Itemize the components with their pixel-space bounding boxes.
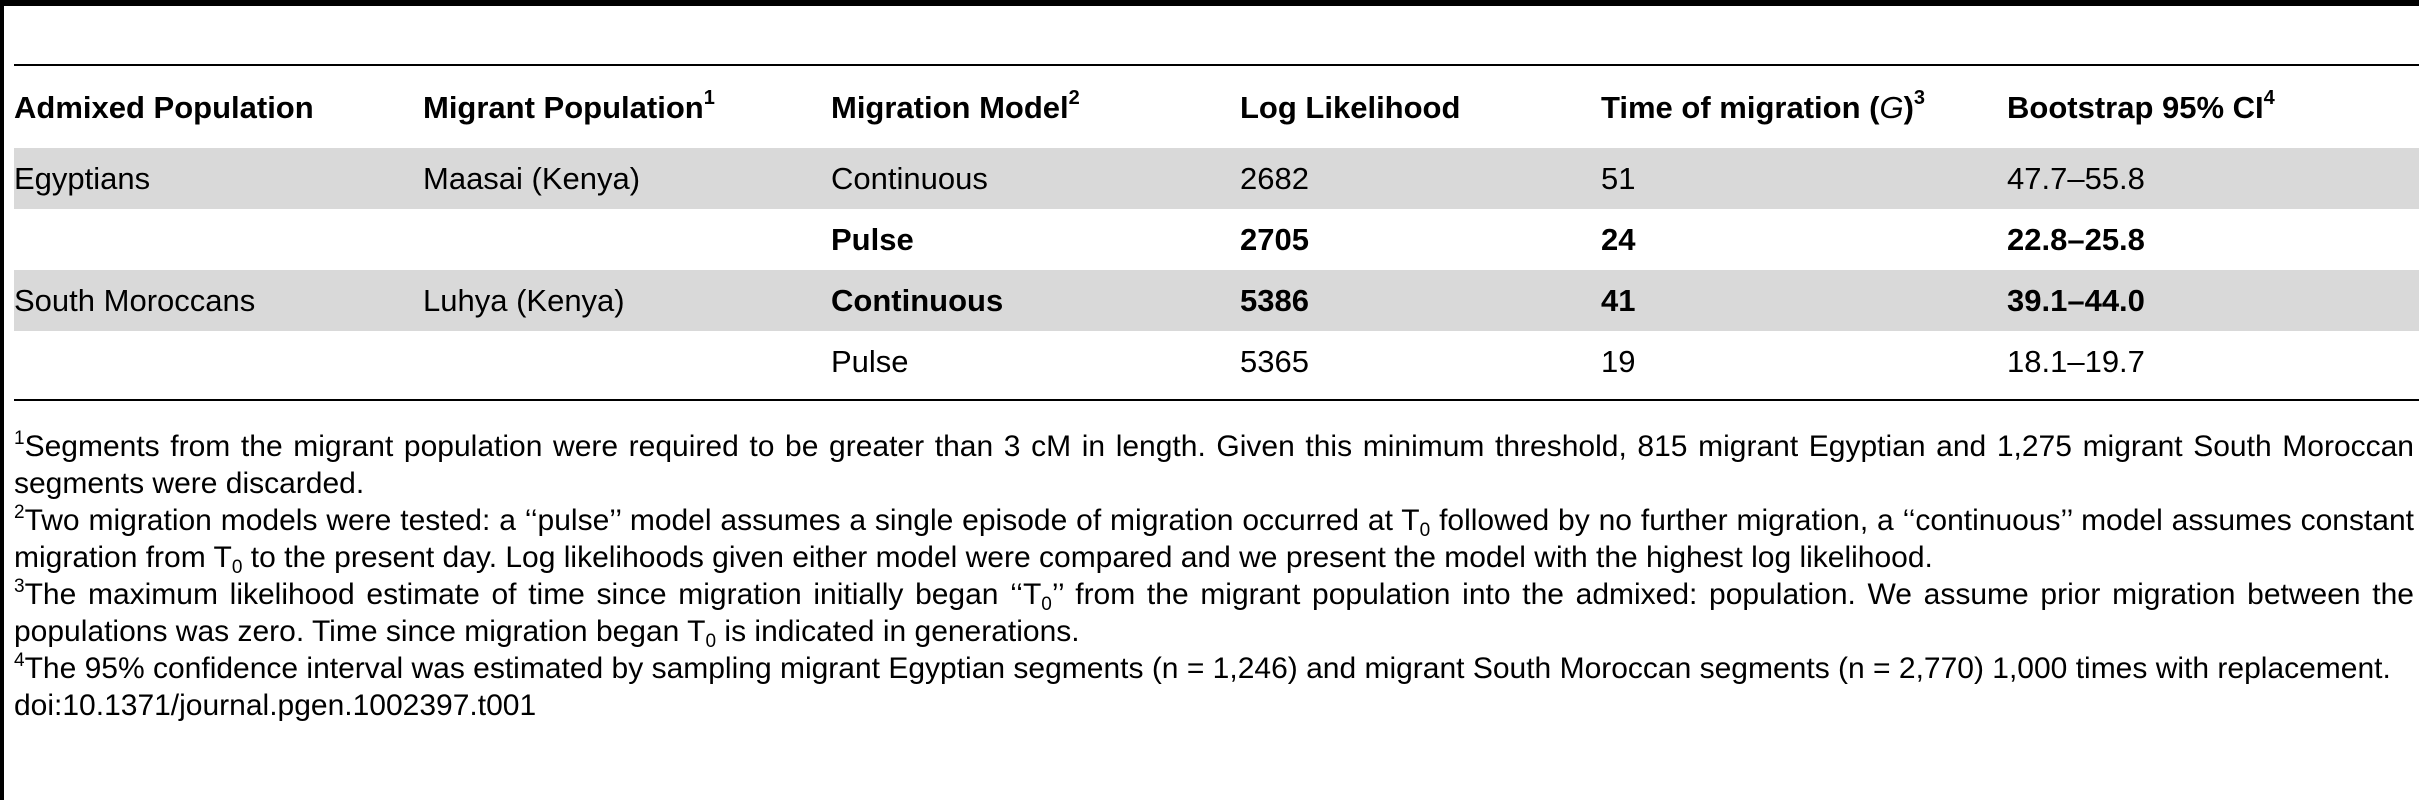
header-bootstrap-ci: Bootstrap 95% CI4 — [2007, 86, 2275, 125]
table-row: Egyptians Maasai (Kenya) Continuous 2682… — [14, 148, 2419, 209]
cell-model: Continuous — [831, 148, 1240, 209]
footnote-1: 1Segments from the migrant population we… — [14, 428, 2414, 502]
header-migrant-population: Migrant Population1 — [423, 86, 715, 125]
cell-log-likelihood: 2705 — [1240, 222, 1309, 257]
footnote-ref-3: 3 — [1913, 86, 1926, 109]
footnote-mark: 2 — [14, 502, 25, 523]
cell-migrant: Maasai (Kenya) — [423, 148, 831, 209]
cell-time: 24 — [1601, 222, 1636, 257]
cell-admixed — [14, 331, 423, 392]
cell-admixed — [14, 209, 423, 270]
cell-time: 41 — [1601, 270, 2007, 331]
cell-model: Pulse — [831, 222, 914, 257]
footnote-ref-4: 4 — [2263, 86, 2275, 109]
migration-table: Admixed Population Migrant Population1 M… — [14, 66, 2419, 392]
header-top-rule — [14, 64, 2419, 66]
cell-time: 19 — [1601, 344, 1636, 379]
top-rule — [0, 0, 2419, 6]
header-row: Admixed Population Migrant Population1 M… — [14, 66, 2419, 148]
table-row: South Moroccans Luhya (Kenya) Continuous… — [14, 270, 2419, 331]
cell-log-likelihood: 5386 — [1240, 270, 1601, 331]
footnote-ref-2: 2 — [1068, 86, 1080, 109]
table-row: Pulse 2705 24 22.8–25.8 — [14, 209, 2419, 270]
cell-time: 51 — [1601, 148, 2007, 209]
header-time-of-migration: Time of migration (G)3 — [1601, 86, 1926, 125]
footnote-ref-1: 1 — [703, 86, 715, 109]
footnotes: 1Segments from the migrant population we… — [14, 428, 2414, 724]
cell-migrant — [423, 209, 831, 270]
table-header: Admixed Population Migrant Population1 M… — [14, 66, 2419, 148]
header-log-likelihood: Log Likelihood — [1240, 89, 1461, 125]
footnote-mark: 1 — [14, 428, 25, 449]
cell-admixed: South Moroccans — [14, 270, 423, 331]
doi-link[interactable]: doi:10.1371/journal.pgen.1002397.t001 — [14, 689, 537, 722]
footnote-text: The 95% confidence interval was estimate… — [24, 652, 2391, 685]
footnote-mark: 4 — [14, 650, 25, 671]
header-admixed-population: Admixed Population — [14, 89, 314, 125]
cell-ci: 39.1–44.0 — [2007, 270, 2419, 331]
header-migration-model: Migration Model2 — [831, 86, 1080, 125]
footnote-3: 3The maximum likelihood estimate of time… — [14, 576, 2414, 652]
cell-ci: 18.1–19.7 — [2007, 344, 2145, 379]
cell-migrant — [423, 331, 831, 392]
table-body: Egyptians Maasai (Kenya) Continuous 2682… — [14, 148, 2419, 392]
cell-model: Continuous — [831, 270, 1240, 331]
cell-admixed: Egyptians — [14, 148, 423, 209]
footnote-mark: 3 — [14, 576, 25, 597]
cell-migrant: Luhya (Kenya) — [423, 270, 831, 331]
cell-ci: 22.8–25.8 — [2007, 222, 2145, 257]
footnote-text: Segments from the migrant population wer… — [14, 430, 2414, 500]
left-border — [0, 0, 4, 800]
table-bottom-rule — [14, 399, 2419, 401]
footnote-2: 2Two migration models were tested: a ‘‘p… — [14, 502, 2415, 578]
cell-log-likelihood: 2682 — [1240, 148, 1601, 209]
cell-log-likelihood: 5365 — [1240, 344, 1309, 379]
table-row: Pulse 5365 19 18.1–19.7 — [14, 331, 2419, 392]
cell-ci: 47.7–55.8 — [2007, 148, 2419, 209]
cell-model: Pulse — [831, 344, 909, 379]
footnote-4: 4The 95% confidence interval was estimat… — [14, 650, 2414, 687]
